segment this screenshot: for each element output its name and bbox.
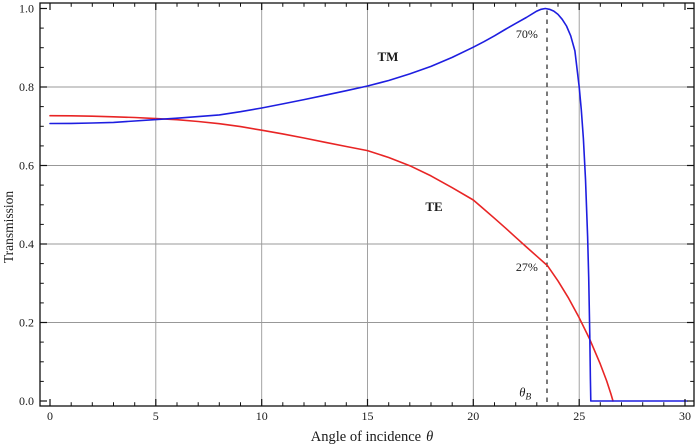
label-70-percent: 70% bbox=[516, 27, 538, 41]
plot-frame bbox=[39, 2, 695, 407]
theta-b-subscript: B bbox=[525, 392, 531, 402]
annotation-layer: TM TE 70% 27% θB bbox=[378, 27, 538, 402]
tick-label-layer: 0 5 10 15 20 25 30 0.0 0.2 0.4 0.6 0.8 1.0 bbox=[19, 2, 691, 424]
y-tick-label: 1.0 bbox=[19, 2, 34, 16]
x-tick-label: 30 bbox=[679, 409, 691, 423]
x-tick-label: 20 bbox=[467, 409, 479, 423]
x-tick-label: 0 bbox=[47, 409, 53, 423]
x-tick-label: 5 bbox=[153, 409, 159, 423]
tm-curve-label: TM bbox=[378, 49, 399, 64]
theta-symbol: θ bbox=[426, 429, 433, 445]
te-curve bbox=[49, 114, 614, 402]
x-axis-title-text: Angle of incidence bbox=[311, 429, 421, 445]
label-27-percent: 27% bbox=[516, 260, 538, 274]
x-tick-label: 10 bbox=[256, 409, 268, 423]
x-tick-label: 25 bbox=[573, 409, 585, 423]
tm-curve bbox=[49, 7, 688, 402]
y-tick-label: 0.2 bbox=[19, 316, 34, 330]
y-tick-label: 0.4 bbox=[19, 237, 34, 251]
y-tick-label: 0.6 bbox=[19, 159, 34, 173]
y-tick-label: 0.0 bbox=[19, 394, 34, 408]
curve-layer bbox=[49, 7, 688, 402]
x-tick-label: 15 bbox=[362, 409, 374, 423]
tick-layer bbox=[40, 3, 694, 406]
axes-frame-layer bbox=[39, 2, 695, 407]
x-axis-title: Angle of incidence θ bbox=[311, 429, 433, 445]
te-curve-label: TE bbox=[425, 199, 442, 214]
y-axis-title: Transmission bbox=[1, 191, 16, 264]
brewster-angle-label: θB bbox=[519, 385, 531, 402]
theta-b-base: θ bbox=[519, 385, 525, 399]
y-tick-label: 0.8 bbox=[19, 80, 34, 94]
gridline-layer bbox=[40, 3, 694, 406]
